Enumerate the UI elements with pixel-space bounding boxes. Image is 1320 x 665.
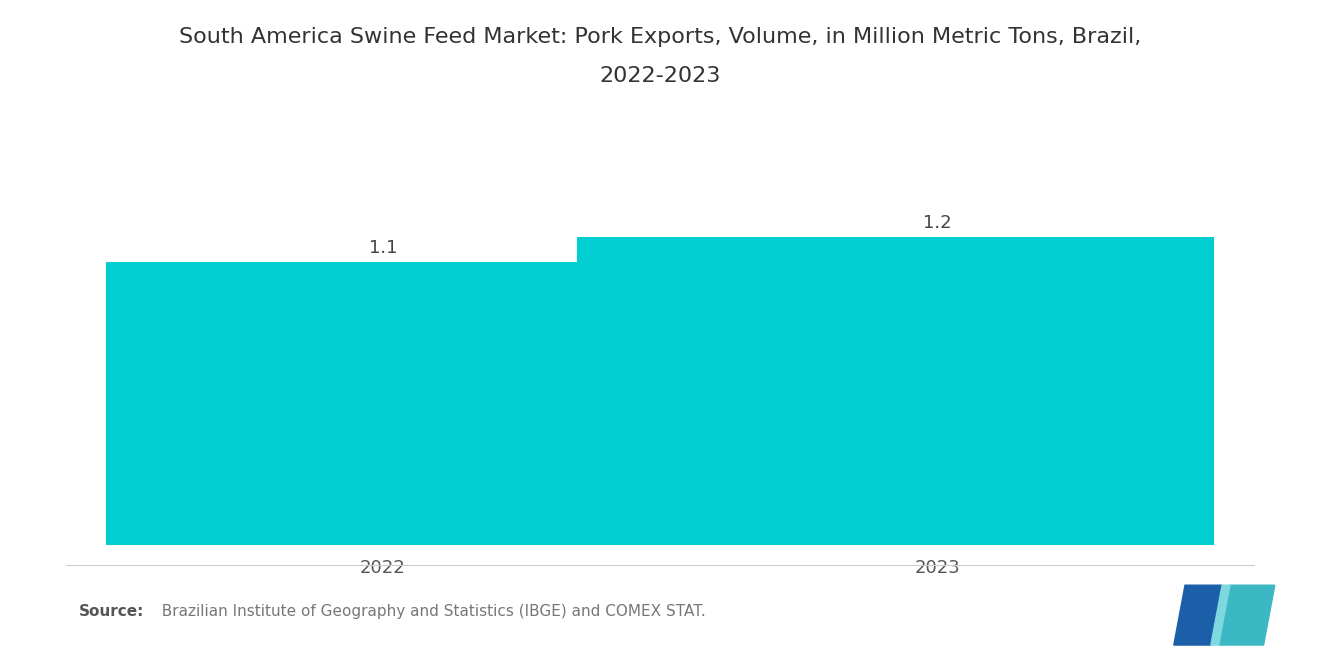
Bar <box>577 237 1298 545</box>
Polygon shape <box>1218 585 1275 645</box>
Bar <box>22 263 743 545</box>
Text: South America Swine Feed Market: Pork Exports, Volume, in Million Metric Tons, B: South America Swine Feed Market: Pork Ex… <box>180 27 1140 47</box>
Text: 1.1: 1.1 <box>368 239 397 257</box>
Text: Brazilian Institute of Geography and Statistics (IBGE) and COMEX STAT.: Brazilian Institute of Geography and Sta… <box>152 604 706 619</box>
Text: 2022-2023: 2022-2023 <box>599 66 721 86</box>
Text: 1.2: 1.2 <box>923 213 952 231</box>
Polygon shape <box>1173 585 1222 645</box>
Polygon shape <box>1210 585 1230 645</box>
Text: Source:: Source: <box>79 604 145 619</box>
